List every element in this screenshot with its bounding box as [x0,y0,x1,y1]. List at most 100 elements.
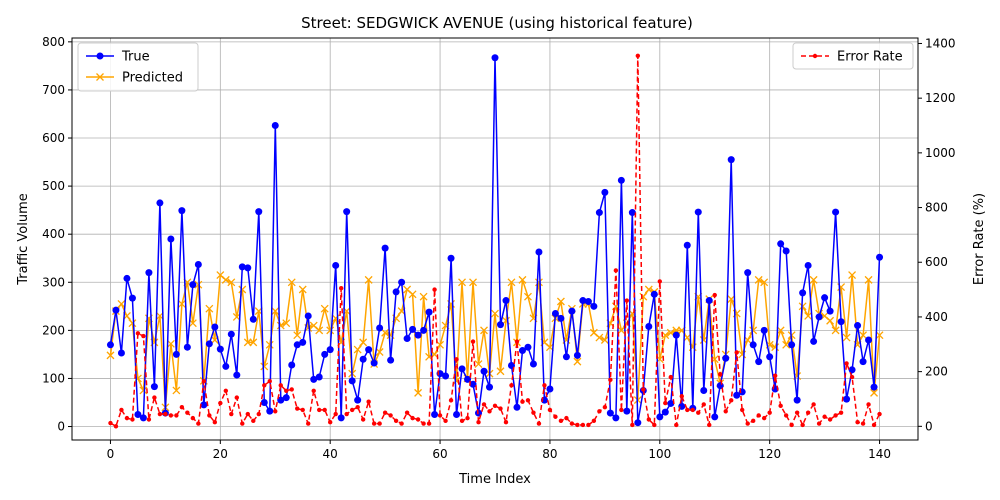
point-predicted [859,331,868,340]
point-error-rate [322,407,327,413]
x-tick-label: 40 [323,447,338,461]
point-error-rate [525,398,531,403]
point-predicted [359,338,368,347]
point-true [683,241,691,249]
point-error-rate [432,287,437,292]
point-true [843,395,851,403]
point-predicted [875,331,884,340]
point-true [667,399,675,407]
point-true [496,321,504,329]
point-true [216,345,224,353]
point-true [282,394,290,402]
point-predicted [293,331,302,340]
point-error-rate [805,410,811,415]
point-error-rate [338,286,344,291]
point-true [288,361,296,369]
point-true [788,341,796,349]
x-tick-label: 120 [758,447,781,461]
y-axis-right: 0 200 400 600 800 1000 1200 1400 [918,36,956,433]
point-error-rate [300,407,305,413]
point-true [804,261,812,269]
point-error-rate [503,420,509,425]
point-predicted [287,278,296,287]
point-error-rate [509,383,514,388]
point-predicted [507,278,516,287]
legend-label-predicted: Predicted [122,71,183,86]
point-true [727,156,735,164]
legend-marker-predicted [96,73,104,81]
point-predicted [414,388,423,397]
point-predicted [749,326,758,335]
point-predicted [205,304,214,313]
point-error-rate [668,374,673,380]
point-true [134,411,142,419]
point-predicted [381,328,390,337]
point-error-rate [459,418,465,424]
point-error-rate [553,414,558,419]
y-tick-label: 200 [42,323,65,337]
point-error-rate [157,411,163,417]
point-predicted [826,316,835,325]
x-tick-label: 20 [213,447,228,461]
point-error-rate [838,410,844,415]
point-true [189,281,197,289]
point-predicted [194,280,203,289]
point-true [304,312,312,320]
point-predicted [238,285,247,294]
legend-marker-error-rate [812,53,818,59]
point-predicted [573,357,582,366]
point-error-rate [141,333,146,339]
point-error-rate [399,421,404,426]
point-true [859,358,867,366]
point-true [370,359,378,367]
point-predicted [661,331,670,340]
point-error-rate [306,421,311,426]
point-error-rate [360,417,366,422]
point-error-rate [652,422,657,428]
point-error-rate [393,418,399,424]
point-error-rate [168,413,174,418]
point-error-rate [855,420,860,425]
point-error-rate [124,415,130,421]
point-error-rate [569,421,575,426]
point-true [277,396,285,404]
point-true [634,419,642,427]
point-error-rate [783,413,789,418]
point-error-rate [146,417,152,422]
point-error-rate [822,414,827,419]
point-true [799,289,807,297]
point-true [700,386,708,394]
point-true [749,341,757,349]
point-true [628,209,636,217]
point-error-rate [740,407,745,413]
point-predicted [831,326,840,335]
point-true [117,349,125,357]
point-error-rate [613,268,619,273]
point-error-rate [278,383,283,388]
point-true [271,122,279,130]
point-true [557,314,565,322]
point-error-rate [382,410,388,415]
point-true [518,347,526,355]
point-true [848,366,856,374]
point-true [573,351,581,359]
point-error-rate [849,374,855,380]
point-error-rate [130,417,135,422]
point-true [821,294,829,302]
point-true [172,350,180,358]
point-true [299,338,307,346]
point-error-rate [410,415,415,421]
x-tick-label: 60 [432,447,447,461]
point-error-rate [152,395,157,400]
point-error-rate [284,388,289,393]
point-true [128,294,136,302]
point-error-rate [591,418,597,424]
point-error-rate [262,383,267,388]
point-predicted [760,278,769,287]
point-error-rate [119,407,124,413]
point-error-rate [179,404,185,410]
point-true [183,343,191,351]
point-error-rate [311,388,316,393]
point-error-rate [174,413,179,418]
point-error-rate [761,415,767,421]
